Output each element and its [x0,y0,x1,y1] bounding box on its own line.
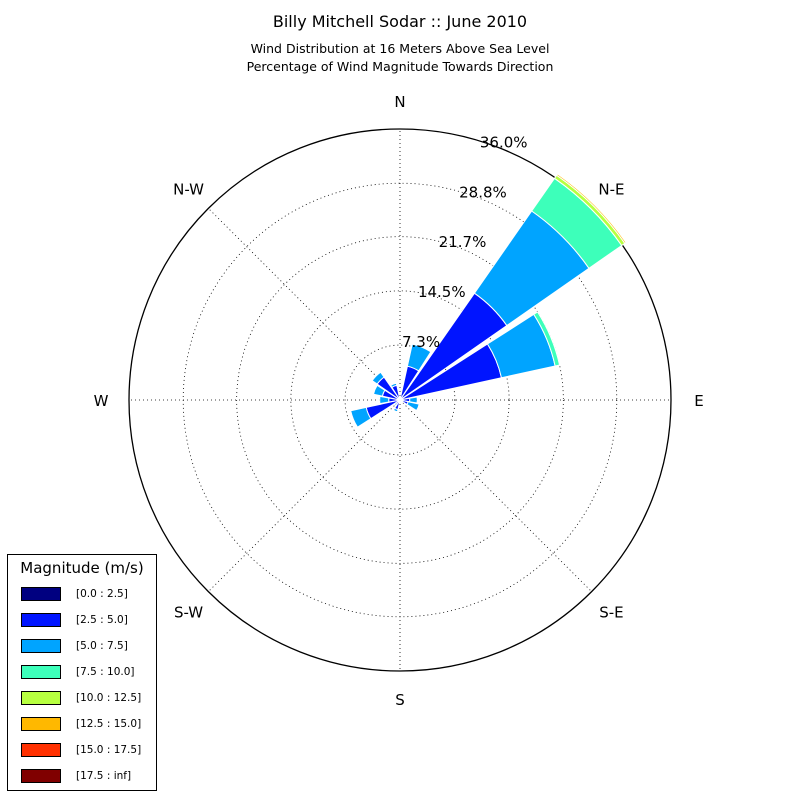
polar-labels: 7.3% 14.5% 21.7% 28.8% 36.0% N N-E E S-E S S-W W N-W [94,93,704,709]
legend-label: [12.5 : 15.0] [76,718,142,730]
grid-circle [344,344,456,456]
grid-spoke [208,399,401,592]
direction-label: W [94,392,109,410]
legend-swatch [21,691,61,705]
legend-swatch [21,665,61,679]
legend-swatch [21,769,61,783]
radial-tick-label: 14.5% [418,283,466,301]
wind-rose-bar [379,395,390,405]
radial-tick-label: 21.7% [439,233,487,251]
direction-label: S [395,691,405,709]
chart-title: Billy Mitchell Sodar :: June 2010 [272,12,528,31]
wind-rose-bar [533,311,561,367]
wind-rose-bar [400,400,404,404]
legend-swatch [21,587,61,601]
wind-rose-bar [389,382,398,389]
wind-rose-bar [372,384,386,397]
wind-rose-bar [555,173,627,245]
legend-label: [0.0 : 2.5] [76,588,128,600]
wind-rose-bar [406,401,420,412]
chart-subtitle-line2: Percentage of Wind Magnitude Towards Dir… [246,59,554,74]
wind-rose-bar [350,406,372,428]
legend-label: [10.0 : 12.5] [76,692,142,704]
legend-label: [2.5 : 5.0] [76,614,128,626]
radial-tick-label: 7.3% [402,333,440,351]
direction-label: E [694,392,703,410]
legend-swatch [21,717,61,731]
wind-rose-bars [350,173,627,428]
legend-label: [5.0 : 7.5] [76,640,128,652]
chart-subtitle-line1: Wind Distribution at 16 Meters Above Sea… [250,41,550,56]
legend: Magnitude (m/s) [0.0 : 2.5] [2.5 : 5.0] [5… [7,554,157,791]
legend-label: [15.0 : 17.5] [76,744,142,756]
legend-label: [7.5 : 10.0] [76,666,135,678]
direction-label: S-W [174,603,203,621]
radial-tick-label: 28.8% [459,184,507,202]
direction-label: N-E [598,181,624,199]
outer-circle [128,128,672,672]
wind-rose-bar [371,371,385,385]
direction-label: N-W [173,181,204,199]
legend-swatch [21,743,61,757]
legend-title: Magnitude (m/s) [20,559,144,577]
grid-circle [236,236,564,564]
radial-tick-label: 36.0% [480,134,528,152]
legend-swatch [21,613,61,627]
wind-rose-bar [392,407,399,413]
grid-spoke [399,399,592,592]
direction-label: S-E [599,603,623,621]
legend-swatch [21,639,61,653]
wind-rose-bar [409,396,418,404]
grid-spoke [208,208,401,401]
wind-rose-bar [406,343,432,372]
grid-circle [290,290,510,510]
legend-label: [17.5 : inf] [76,770,132,782]
polar-grid [128,128,672,672]
direction-label: N [394,93,405,111]
